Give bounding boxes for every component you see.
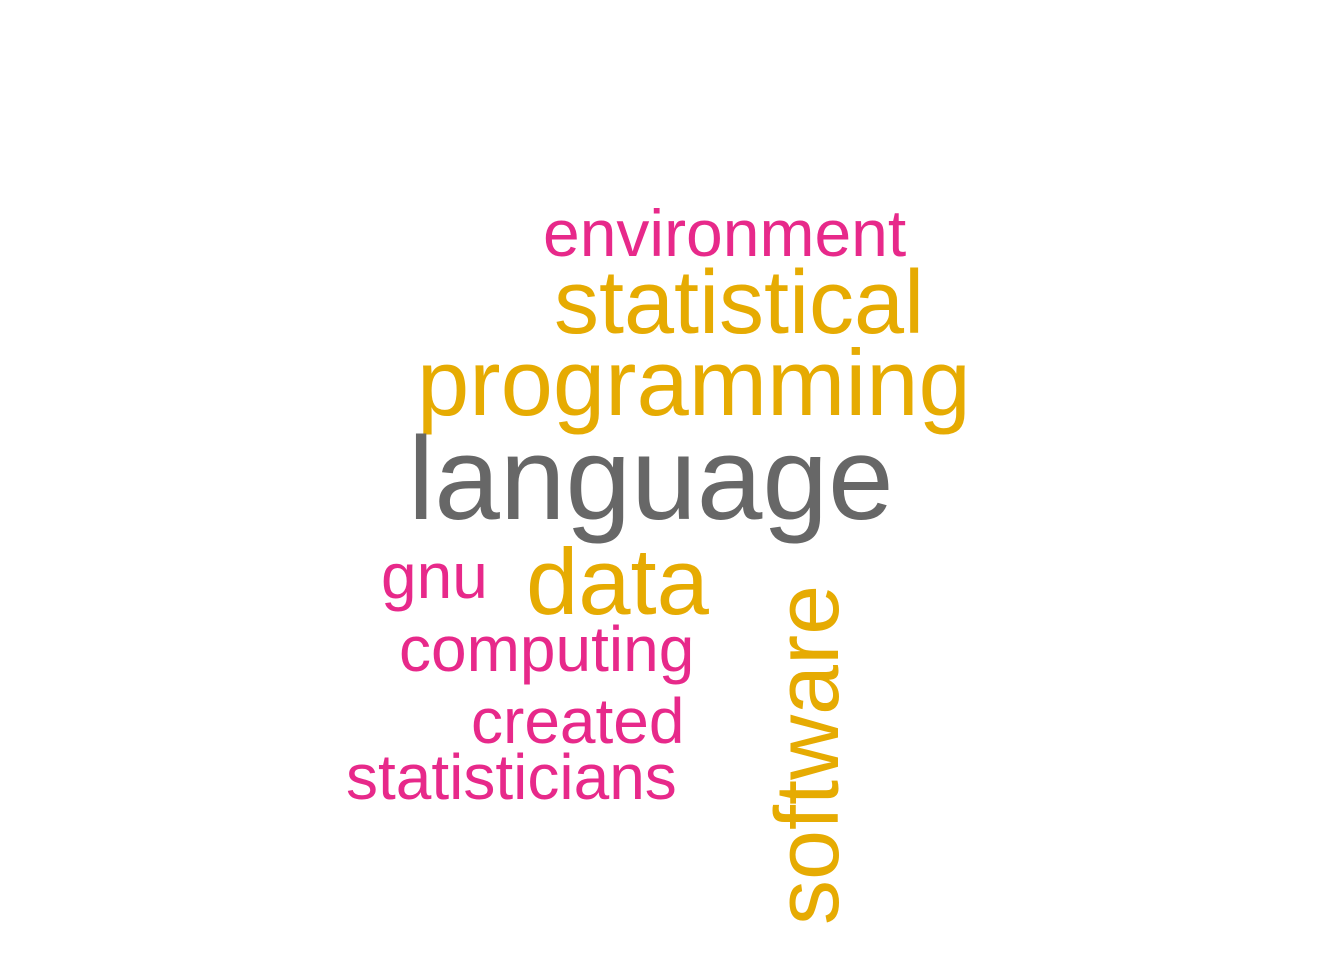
word-environment: environment xyxy=(543,196,907,270)
word-statistical: statistical xyxy=(554,253,925,353)
word-software: software xyxy=(758,584,858,925)
word-programming: programming xyxy=(417,330,971,435)
word-statisticians: statisticians xyxy=(346,741,677,813)
word-computing: computing xyxy=(399,613,695,685)
word-gnu: gnu xyxy=(381,540,488,612)
word-language: language xyxy=(408,413,894,545)
word-data: data xyxy=(526,529,709,634)
word-created: created xyxy=(471,685,685,757)
